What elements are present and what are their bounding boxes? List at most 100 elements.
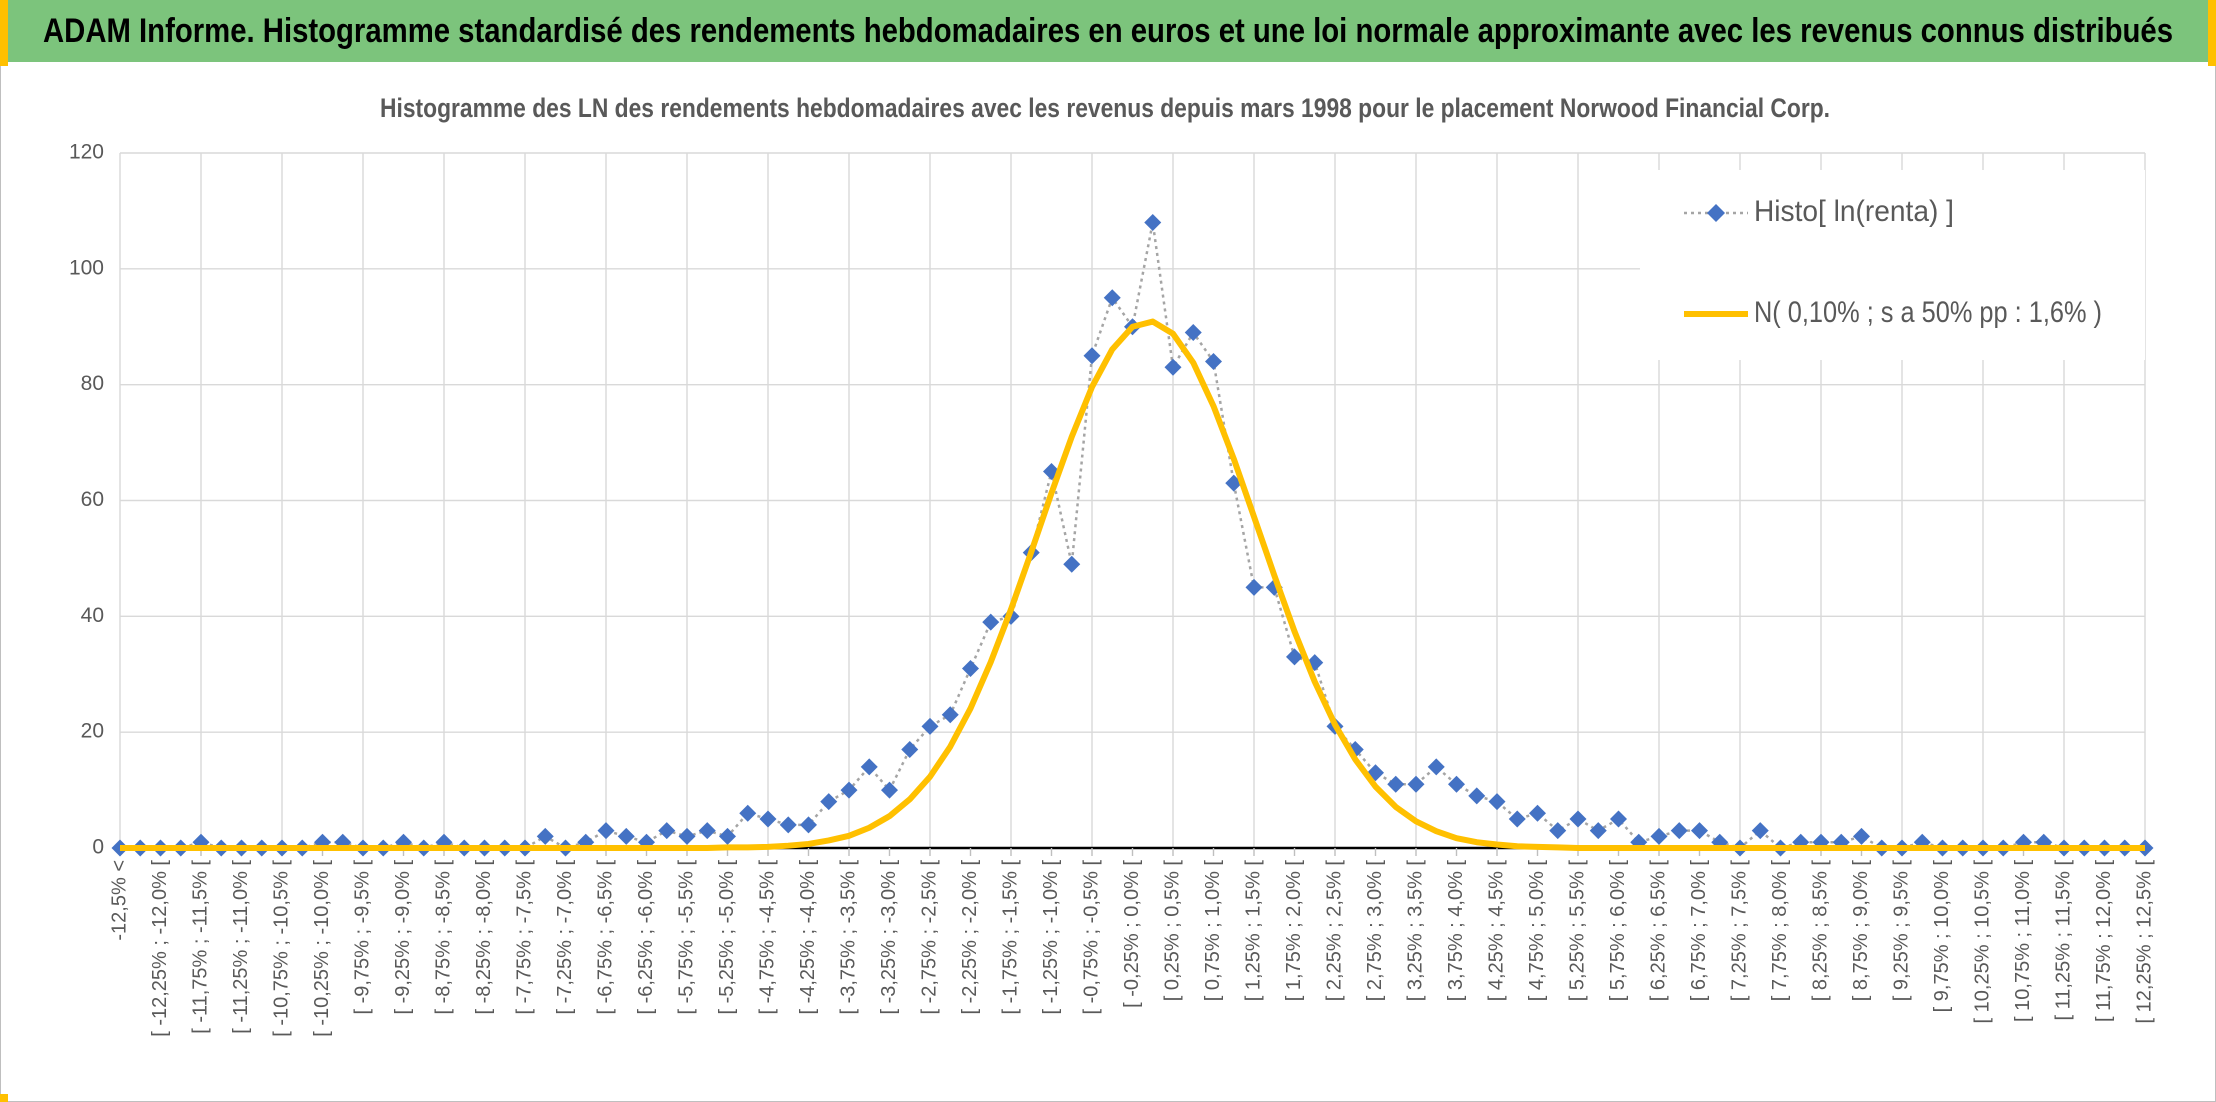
x-tick-label: [ 11,75% ; 12,0% [: [2093, 860, 2115, 1022]
y-tick-label: 20: [81, 720, 104, 743]
x-tick-label: [ -5,25% ; -5,0% [: [716, 860, 738, 1015]
x-tick-label: [ 2,75% ; 3,0% [: [1364, 860, 1386, 1002]
x-tick-label: [ 6,75% ; 7,0% [: [1688, 860, 1710, 1002]
x-tick-label: [ 3,25% ; 3,5% [: [1404, 860, 1426, 1002]
series-line: [120, 318, 2145, 851]
x-tick-label: [ 6,25% ; 6,5% [: [1647, 860, 1669, 1002]
data-point: [678, 827, 696, 845]
data-point: [1205, 353, 1222, 370]
data-point: [1691, 822, 1708, 840]
x-tick-label: [ -7,25% ; -7,0% [: [554, 860, 576, 1015]
data-point: [1751, 822, 1769, 840]
x-tick-label: [ -3,75% ; -3,5% [: [837, 860, 859, 1015]
chart-title: ADAM Informe. Histogramme standardisé de…: [43, 12, 2173, 50]
x-tick-label: [ -11,25% ; -11,0% [: [230, 860, 252, 1034]
x-tick-label: [ -6,25% ; -6,0% [: [635, 860, 657, 1015]
data-point: [1063, 555, 1081, 573]
x-tick-label: [ -2,25% ; -2,0% [: [959, 860, 981, 1015]
data-point: [1549, 822, 1567, 840]
data-point: [1448, 775, 1465, 793]
data-point: [536, 827, 554, 845]
y-tick-label: 60: [81, 488, 104, 511]
legend-label: Histo[ ln(renta) ]: [1754, 195, 1954, 228]
data-point: [1589, 822, 1607, 840]
x-tick-label: [ -10,75% ; -10,5% [: [270, 860, 292, 1037]
data-point: [1610, 810, 1627, 828]
x-tick-label: [ 4,25% ; 4,5% [: [1485, 860, 1507, 1002]
data-point: [1103, 289, 1121, 307]
x-tick-label: [ -8,75% ; -8,5% [: [432, 860, 454, 1015]
y-tick-label: 120: [69, 141, 104, 164]
x-tick-label: [ 5,25% ; 5,5% [: [1566, 860, 1588, 1002]
data-point: [1245, 578, 1263, 596]
x-tick-label: -12,5% <: [108, 860, 130, 941]
x-tick-label: [ -5,75% ; -5,5% [: [675, 860, 697, 1015]
data-point: [860, 758, 878, 776]
x-tick-label: [ 4,75% ; 5,0% [: [1526, 860, 1548, 1002]
data-point: [779, 816, 797, 834]
data-point: [1387, 775, 1405, 793]
x-tick-label: [ -4,75% ; -4,5% [: [756, 860, 778, 1015]
x-tick-label: [ 10,75% ; 11,0% [: [2012, 860, 2034, 1022]
data-point: [1569, 810, 1587, 828]
x-tick-label: [ -4,25% ; -4,0% [: [797, 860, 819, 1015]
data-point: [1670, 822, 1688, 840]
x-tick-label: [ 0,75% ; 1,0% [: [1202, 860, 1224, 1002]
data-point: [1184, 324, 1202, 342]
corner-mark: [2208, 0, 2216, 66]
x-tick-label: [ -12,25% ; -12,0% [: [149, 860, 171, 1037]
x-tick-label: [ 9,75% ; 10,0% [: [1931, 860, 1953, 1013]
x-tick-label: [ -11,75% ; -11,5% [: [189, 860, 211, 1034]
x-tick-label: [ 2,25% ; 2,5% [: [1323, 860, 1345, 1002]
x-tick-label: [ 1,25% ; 1,5% [: [1242, 860, 1264, 1002]
data-point: [1508, 810, 1526, 828]
x-tick-label: [ -3,25% ; -3,0% [: [878, 860, 900, 1015]
x-tick-label: [ 9,25% ; 9,5% [: [1890, 860, 1912, 1002]
x-tick-label: [ -8,25% ; -8,0% [: [473, 860, 495, 1015]
corner-mark: [0, 1094, 8, 1102]
x-tick-label: [ -1,75% ; -1,5% [: [999, 860, 1021, 1015]
x-tick-label: [ 0,25% ; 0,5% [: [1161, 860, 1183, 1002]
data-point: [941, 706, 959, 724]
data-point: [597, 822, 615, 840]
x-tick-label: [ -6,75% ; -6,5% [: [594, 860, 616, 1015]
x-tick-label: [ -0,25% ; 0,0% [: [1121, 860, 1143, 1008]
data-point: [982, 613, 1000, 631]
data-point: [901, 741, 919, 759]
data-point: [1853, 827, 1870, 845]
x-tick-label: [ 7,75% ; 8,0% [: [1769, 860, 1791, 1002]
data-point: [881, 781, 898, 799]
data-point: [1164, 358, 1182, 376]
x-tick-label: [ 10,25% ; 10,5% [: [1971, 860, 1993, 1024]
data-point: [1407, 775, 1425, 793]
x-tick-label: [ 12,25% ; 12,5% [: [2133, 860, 2155, 1024]
data-point: [719, 827, 736, 845]
x-tick-label: [ 5,75% ; 6,0% [: [1607, 860, 1629, 1002]
y-tick-label: 40: [81, 604, 104, 627]
data-point: [739, 804, 757, 822]
x-tick-label: [ -7,75% ; -7,5% [: [513, 860, 535, 1015]
x-tick-label: [ -2,75% ; -2,5% [: [918, 860, 940, 1015]
y-tick-label: 0: [92, 836, 104, 859]
data-point: [820, 793, 838, 811]
title-bar: [0, 0, 2216, 62]
data-point: [1427, 758, 1445, 776]
data-point: [962, 659, 979, 677]
x-tick-label: [ 8,75% ; 9,0% [: [1850, 860, 1872, 1002]
x-tick-label: [ -10,25% ; -10,0% [: [311, 860, 333, 1037]
data-point: [800, 816, 817, 834]
data-point: [658, 822, 676, 840]
legend-box: [1640, 170, 2145, 360]
legend-marker: [1707, 204, 1725, 222]
x-tick-label: [ 1,75% ; 2,0% [: [1283, 860, 1305, 1002]
y-tick-label: 100: [69, 256, 104, 279]
x-tick-label: [ 7,25% ; 7,5% [: [1728, 860, 1750, 1002]
data-point: [1144, 214, 1162, 231]
data-point: [1488, 793, 1506, 811]
data-point: [840, 781, 858, 799]
data-point: [1286, 648, 1303, 666]
corner-mark: [0, 0, 8, 66]
y-tick-label: 80: [81, 372, 104, 395]
x-tick-label: [ 11,25% ; 11,5% [: [2052, 860, 2074, 1021]
